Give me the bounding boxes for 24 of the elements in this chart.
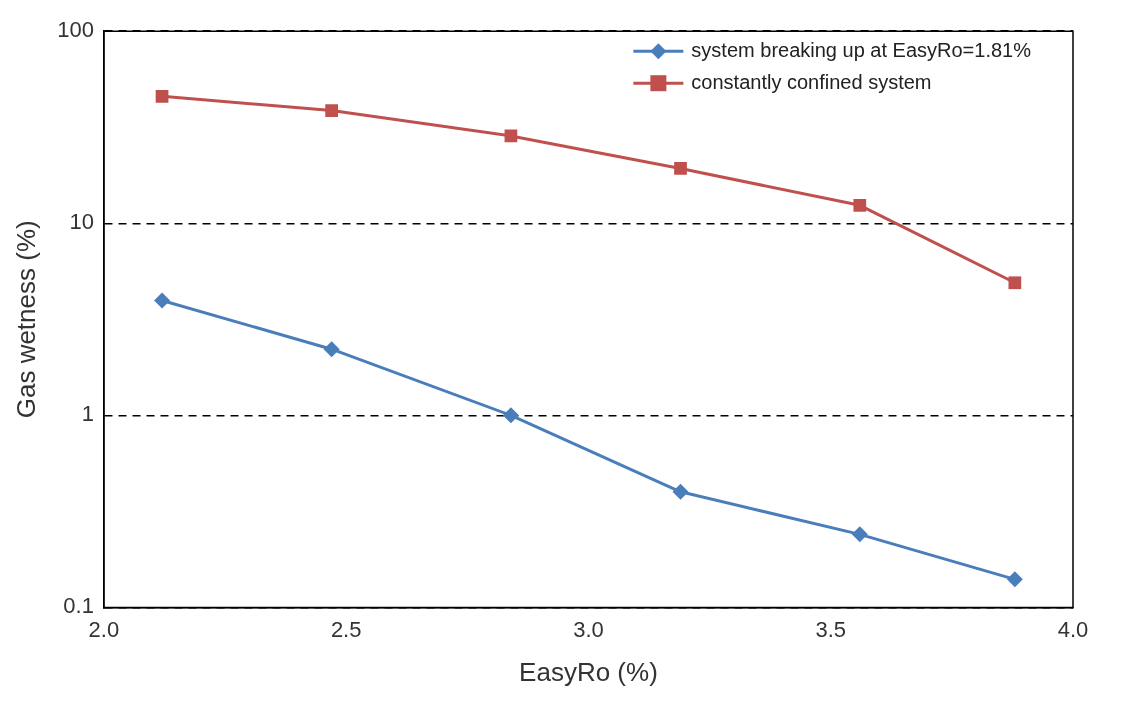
x-tick-label: 2.5 [330, 616, 362, 642]
point [325, 104, 339, 117]
point [1008, 276, 1022, 290]
x-tick-label: 2.0 [88, 616, 120, 642]
point [323, 341, 340, 358]
y-axis-title: Gas wetness (%) [10, 220, 41, 419]
legend-label: system breaking up at EasyRo=1.81% [691, 38, 1032, 61]
point [154, 292, 171, 309]
x-axis-title: EasyRo (%) [519, 656, 658, 687]
y-tick-label: 0.1 [63, 593, 94, 619]
point [851, 526, 868, 543]
x-tick-label: 3.5 [815, 616, 847, 642]
y-tick-label: 10 [69, 209, 94, 235]
point [1006, 571, 1023, 588]
y-tick-label: 1 [81, 401, 94, 427]
x-tick-label: 3.0 [573, 616, 604, 642]
legend-label: constantly confined system [691, 70, 932, 93]
point [502, 407, 519, 424]
y-tick-label: 100 [57, 17, 94, 43]
x-tick-label: 4.0 [1057, 616, 1089, 642]
point [672, 483, 689, 500]
point [674, 162, 687, 175]
point [853, 198, 867, 212]
point [155, 89, 169, 103]
